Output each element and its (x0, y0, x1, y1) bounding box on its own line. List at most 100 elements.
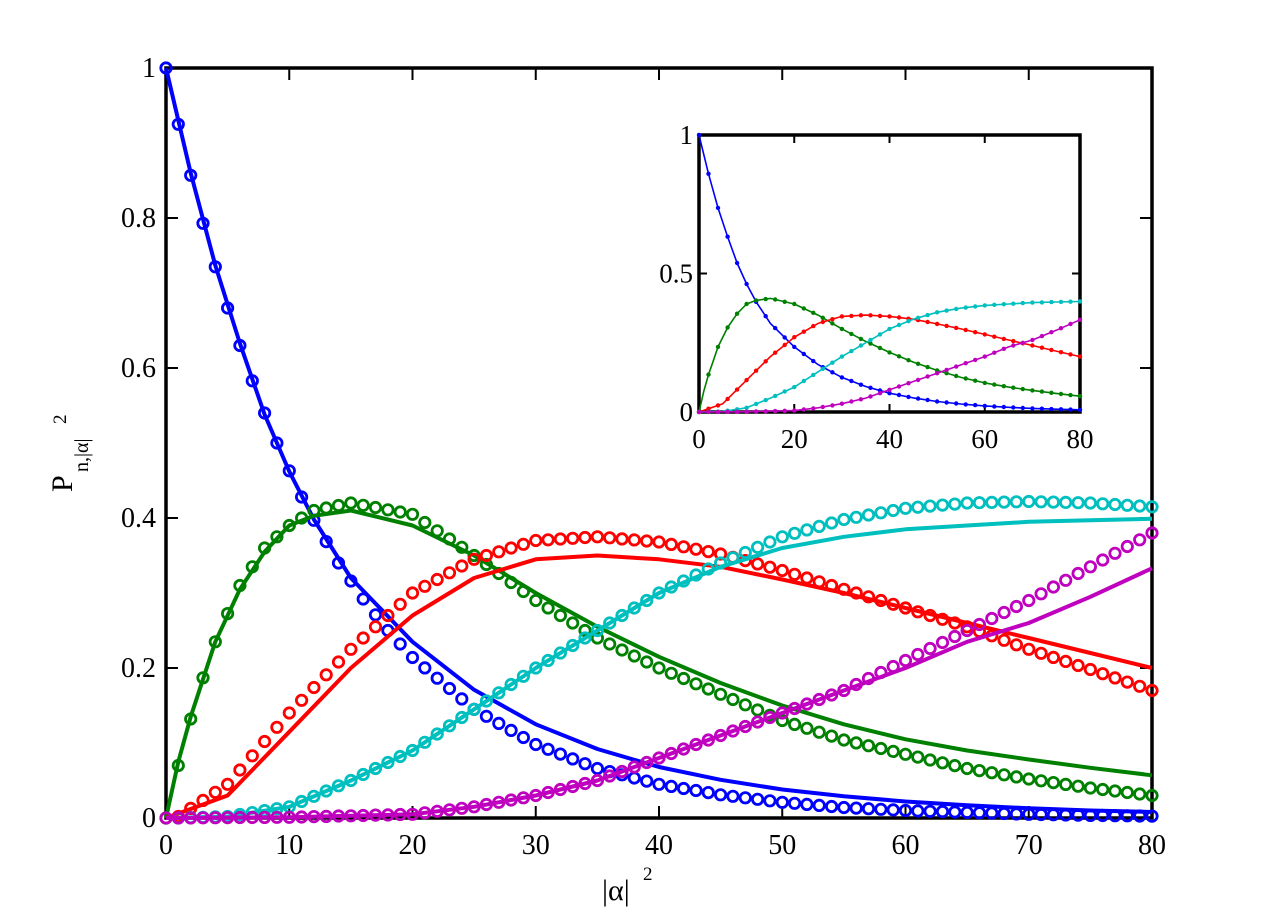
inset-data-marker (725, 396, 730, 402)
inset-data-marker (982, 354, 987, 359)
data-marker (726, 551, 740, 565)
data-marker (726, 724, 740, 738)
data-marker (1059, 495, 1073, 509)
data-marker (1046, 775, 1061, 790)
inset-data-marker (944, 400, 949, 405)
data-marker (245, 560, 259, 574)
data-marker (738, 791, 752, 805)
x-tick-label: 50 (768, 830, 796, 861)
inset-data-marker (1001, 346, 1006, 351)
data-marker (676, 742, 691, 756)
data-marker (726, 692, 740, 707)
data-marker (812, 798, 826, 813)
data-marker (763, 794, 777, 808)
data-marker (208, 785, 222, 799)
inset-data-marker (1020, 300, 1025, 306)
inset-data-marker (1001, 404, 1006, 410)
data-marker (1022, 494, 1036, 509)
data-marker (331, 779, 346, 793)
data-marker (455, 540, 469, 554)
data-marker (985, 611, 999, 626)
data-marker (208, 635, 222, 649)
data-marker (701, 682, 715, 696)
data-marker (849, 801, 863, 815)
x-tick-label: 20 (399, 830, 427, 861)
inset-data-marker (944, 323, 949, 329)
inset-data-marker (744, 281, 749, 287)
inset-data-marker (1058, 326, 1064, 331)
inset-data-marker (849, 378, 854, 384)
data-marker (307, 680, 321, 695)
inset-data-marker (973, 402, 978, 408)
data-marker (541, 785, 555, 800)
x-tick-label: 30 (522, 830, 550, 861)
inset-data-marker (1068, 392, 1073, 398)
data-marker (159, 811, 173, 825)
data-marker (615, 764, 629, 779)
data-marker (504, 793, 518, 807)
inset-data-marker (1001, 336, 1006, 342)
data-marker (738, 698, 752, 712)
data-marker (960, 623, 974, 638)
data-marker (861, 802, 876, 816)
data-marker (1108, 784, 1122, 798)
data-marker (640, 655, 654, 669)
data-marker (886, 659, 900, 674)
data-marker (504, 541, 518, 555)
data-marker (566, 638, 580, 653)
inset-data-marker (792, 335, 797, 340)
data-marker (307, 789, 321, 803)
inset-data-marker (868, 394, 873, 399)
data-marker (824, 688, 839, 702)
data-marker (270, 810, 284, 824)
data-marker (787, 526, 802, 540)
inset-data-marker (1011, 338, 1016, 344)
inset-data-marker (744, 301, 749, 307)
data-marker (529, 737, 543, 752)
inset-data-marker (858, 313, 864, 318)
data-marker (1046, 580, 1061, 594)
data-marker (750, 703, 765, 717)
inset-data-marker (782, 299, 787, 304)
data-marker (837, 683, 851, 698)
data-marker (738, 719, 752, 734)
data-marker (344, 574, 358, 588)
data-marker (627, 771, 641, 785)
data-marker (874, 741, 888, 756)
inset-data-marker (839, 314, 845, 319)
inset-data-marker (925, 319, 930, 325)
inset-data-marker (963, 376, 968, 381)
inset-data-marker (1039, 406, 1045, 411)
data-marker (750, 792, 765, 806)
data-marker (701, 562, 715, 576)
inset-data-marker (1077, 407, 1083, 412)
inset-data-marker (915, 396, 921, 401)
data-marker (985, 806, 999, 820)
inset-data-marker (877, 332, 883, 337)
inset-data-marker (896, 384, 902, 389)
data-marker (972, 496, 987, 510)
data-marker (492, 545, 506, 559)
data-marker (529, 661, 543, 675)
inset-data-marker (1049, 347, 1054, 353)
data-marker (578, 623, 592, 638)
inset-data-marker (1001, 302, 1006, 307)
data-marker (405, 650, 420, 665)
data-marker (824, 729, 839, 743)
data-marker (479, 797, 493, 812)
data-marker (603, 616, 617, 630)
data-marker (750, 715, 765, 729)
inset-data-marker (1001, 384, 1006, 389)
data-marker (294, 693, 309, 707)
data-marker (541, 601, 555, 615)
data-marker (184, 811, 198, 825)
data-marker (664, 746, 678, 761)
inset-data-marker (925, 397, 930, 403)
y-tick-label: 0.2 (121, 653, 156, 684)
y-axis-label-base: P (46, 475, 79, 492)
data-marker (615, 532, 629, 546)
data-marker (455, 559, 469, 573)
data-marker (997, 806, 1011, 821)
data-marker (800, 697, 814, 711)
inset-data-marker (963, 305, 968, 310)
